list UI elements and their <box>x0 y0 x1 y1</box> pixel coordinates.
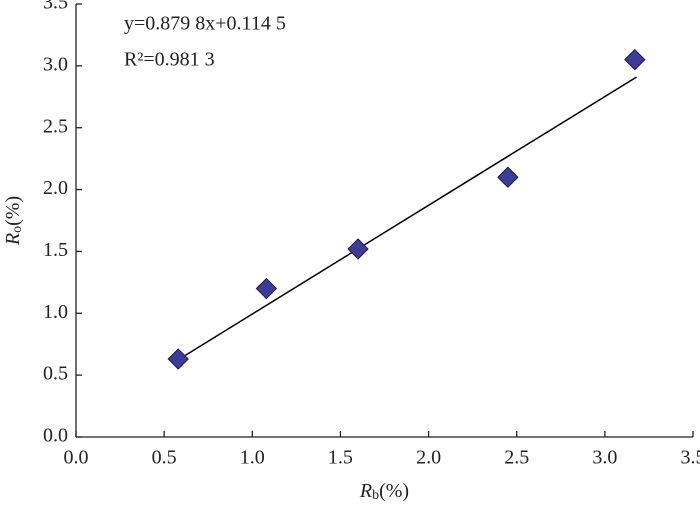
y-tick-label: 1.5 <box>43 239 68 261</box>
annotation: y=0.879 8x+0.114 5 <box>124 13 286 35</box>
y-title-subscript: o <box>10 226 25 233</box>
point <box>347 238 369 260</box>
annotation: R²=0.981 3 <box>124 49 215 71</box>
point <box>167 348 189 370</box>
x-tick-label: 1.5 <box>328 447 353 469</box>
x-title-symbol: R <box>359 480 372 502</box>
x-tick-label: 0.5 <box>152 447 177 469</box>
y-tick-label: 1.0 <box>43 301 68 323</box>
y-tick-label: 0.5 <box>43 363 68 385</box>
x-tick-label: 0.0 <box>64 447 89 469</box>
y-title-unit: (%) <box>2 196 24 226</box>
point <box>624 48 646 71</box>
x-tick-label: 1.0 <box>240 447 265 469</box>
x-title-subscript: b <box>372 488 379 503</box>
y-tick-label: 2.5 <box>43 115 68 137</box>
trend-line <box>184 76 637 356</box>
x-tick-label: 2.0 <box>416 447 441 469</box>
y-title-symbol: R <box>2 233 24 246</box>
point <box>255 277 278 300</box>
y-tick-label: 3.5 <box>43 0 68 14</box>
x-tick-label: 2.5 <box>504 447 529 469</box>
y-tick-label: 2.0 <box>43 177 68 199</box>
y-axis-title: Ro(%) <box>2 196 26 246</box>
point <box>497 166 519 188</box>
y-tick-label: 3.0 <box>43 53 68 75</box>
x-tick-label: 3.0 <box>592 447 617 469</box>
y-tick-label: 0.0 <box>43 425 68 447</box>
x-tick-label: 3.5 <box>681 447 700 469</box>
x-axis-title: Rb(%) <box>359 480 409 504</box>
x-title-unit: (%) <box>379 480 409 502</box>
